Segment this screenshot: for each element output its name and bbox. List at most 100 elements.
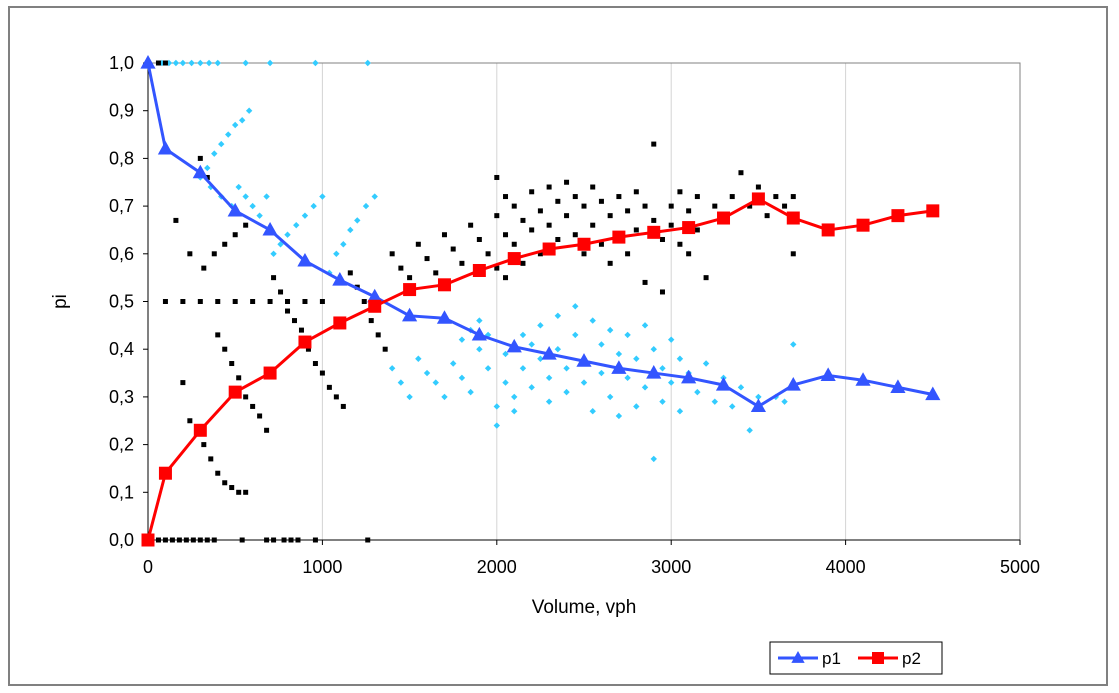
scatter-point — [397, 379, 405, 386]
series-marker-p1 — [192, 164, 208, 179]
scatter-point — [511, 203, 517, 209]
scatter-point — [615, 412, 623, 420]
scatter-point — [519, 331, 527, 339]
scatter-point — [441, 232, 447, 238]
scatter-point — [288, 537, 294, 543]
scatter-point — [375, 332, 381, 338]
scatter-point — [520, 260, 526, 266]
scatter-point — [441, 393, 448, 401]
scatter-point — [406, 393, 413, 401]
y-tick-label: 0,7 — [109, 196, 134, 216]
scatter-point — [494, 174, 500, 180]
scatter-point — [266, 59, 274, 67]
scatter-point — [738, 170, 744, 176]
series-marker-p1 — [750, 398, 766, 413]
series-marker-p2 — [228, 385, 242, 399]
scatter-point — [242, 193, 249, 200]
scatter-point — [659, 236, 665, 242]
scatter-point — [173, 217, 179, 223]
scatter-point — [180, 299, 186, 304]
scatter-point — [755, 184, 761, 190]
scatter-point — [295, 537, 301, 543]
scatter-point — [563, 365, 570, 372]
scatter-point — [215, 470, 221, 476]
scatter-point — [659, 365, 666, 372]
scatter-point — [616, 194, 622, 200]
scatter-point — [503, 275, 509, 281]
scatter-point — [694, 388, 701, 396]
scatter-point — [326, 384, 332, 390]
scatter-point — [650, 455, 657, 463]
series-marker-p1 — [890, 379, 906, 393]
scatter-point — [211, 537, 217, 543]
scatter-point — [257, 413, 263, 419]
scatter-point — [607, 260, 613, 266]
scatter-point — [782, 203, 788, 209]
scatter-point — [162, 299, 168, 304]
tick-labels: 0,0 0,1 0,2 0,3 0,4 0,5 0,6 0,7 0,8 0,9 1,0 0 1000 20… — [109, 53, 1040, 577]
series-marker-p2 — [141, 533, 155, 547]
series-marker-p2 — [333, 316, 347, 330]
series-marker-p1 — [785, 376, 801, 391]
scatter-point — [493, 422, 500, 429]
scatter-point — [555, 236, 561, 242]
scatter-point — [340, 241, 347, 248]
series-marker-p1 — [646, 365, 662, 379]
scatter-point — [590, 222, 596, 228]
y-tick-label: 0,5 — [109, 292, 134, 312]
series-marker-p1 — [436, 310, 453, 324]
series-marker-p2 — [751, 192, 765, 206]
scatter-point — [519, 365, 527, 372]
scatter-point — [245, 107, 253, 114]
scatter-point — [340, 403, 346, 409]
scatter-point — [423, 369, 431, 377]
series-lines — [140, 55, 941, 547]
scatter-point — [176, 537, 182, 543]
scatter-point — [668, 336, 675, 343]
series-marker-p1 — [611, 360, 627, 374]
y-tick-label: 0,4 — [109, 339, 134, 359]
scatter-point — [528, 384, 535, 391]
scatter-point — [790, 341, 797, 348]
scatter-point — [389, 251, 395, 257]
scatter-point — [204, 164, 211, 172]
scatter-point — [520, 217, 526, 223]
scatter-point — [172, 59, 180, 67]
scatter-point — [229, 485, 235, 491]
scatter-point — [281, 537, 287, 543]
scatter-point — [278, 289, 284, 295]
scatter-point — [746, 427, 753, 434]
scatter-point — [790, 251, 796, 257]
scatter-point — [694, 227, 700, 233]
series-marker-p2 — [786, 211, 800, 225]
scatter-point — [511, 393, 518, 401]
scatter-point — [494, 213, 500, 219]
y-tick-label: 0,3 — [109, 387, 134, 407]
legend-marker-p1 — [791, 651, 805, 663]
scatter-point — [493, 403, 500, 410]
scatter-point — [546, 222, 552, 228]
scatter-point — [285, 299, 291, 304]
scatter-point — [354, 217, 361, 224]
scatter-point — [236, 375, 242, 381]
scatter-point — [572, 232, 578, 238]
y-tick-label: 1,0 — [109, 53, 134, 73]
scatter-point — [677, 189, 683, 195]
scatter-point — [222, 346, 228, 352]
scatter-point — [598, 198, 604, 204]
scatter-point — [158, 59, 166, 67]
scatter-point — [361, 299, 367, 304]
scatter-point — [659, 289, 665, 295]
scatter-point — [267, 299, 273, 304]
scatter-point — [180, 380, 186, 386]
legend: p1 p2 — [769, 641, 943, 675]
scatter-point — [201, 442, 207, 448]
scatter-point — [659, 398, 666, 405]
scatter-point — [362, 202, 370, 210]
y-tick-label: 0,8 — [109, 148, 134, 168]
scatter-point — [598, 369, 605, 377]
chart-frame — [8, 6, 1108, 686]
scatter-point — [580, 379, 588, 386]
scatter-point — [382, 346, 388, 352]
series-marker-p2 — [193, 423, 207, 437]
